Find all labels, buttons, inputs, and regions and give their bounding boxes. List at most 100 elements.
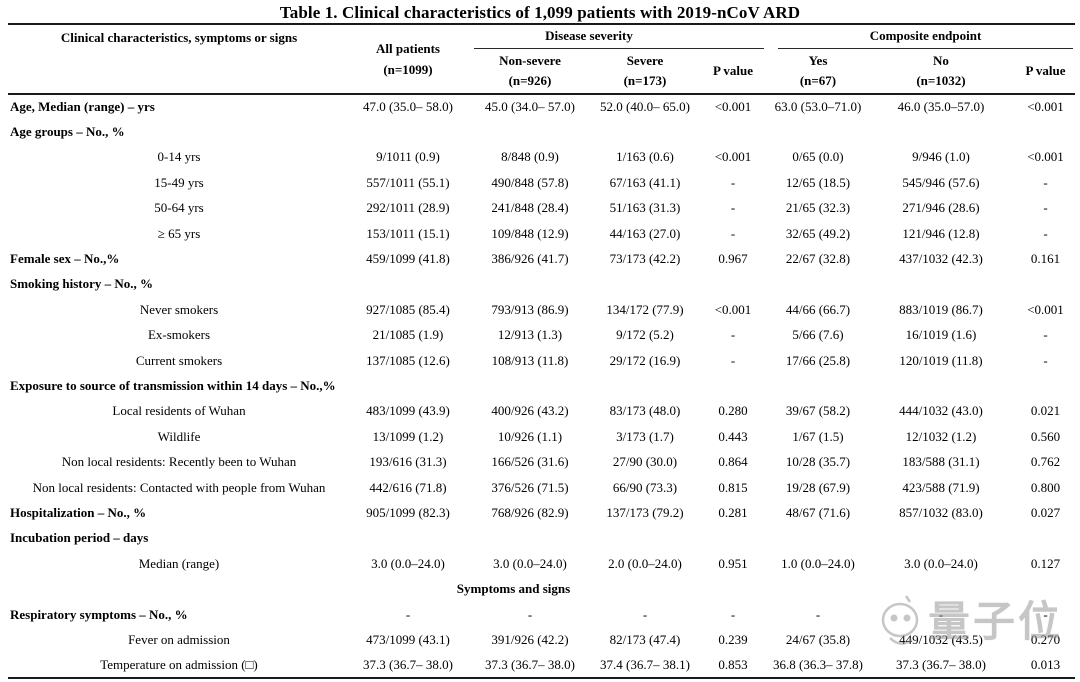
cell-value <box>1016 272 1075 297</box>
row-label: 50-64 yrs <box>154 200 204 216</box>
cell-value: - <box>1043 352 1048 368</box>
cell-value: 545/946 (57.6) <box>902 174 980 190</box>
cell-value <box>594 526 696 551</box>
cell-value: 376/526 (71.5) <box>491 479 569 495</box>
column-header-characteristics: Clinical characteristics, symptoms or si… <box>8 24 350 95</box>
cell-value: <0.001 <box>1027 99 1064 115</box>
column-header-non-severe: Non-severe (n=926) <box>466 49 594 95</box>
column-header-yes-line2: (n=67) <box>799 73 837 88</box>
cell-value: 0.443 <box>718 428 748 444</box>
row-label: Wildlife <box>157 428 201 444</box>
table-row: Respiratory symptoms – No., % - - - - - - - <box>8 602 1075 627</box>
cell-value: 449/1032 (43.5) <box>899 631 983 647</box>
column-header-non-severe-line1: Non-severe <box>499 53 561 68</box>
cell-value: 37.3 (36.7– 38.0) <box>363 656 453 672</box>
cell-value: - <box>730 606 736 622</box>
cell-value <box>1016 119 1075 144</box>
cell-value: 45.0 (34.0– 57.0) <box>485 99 575 115</box>
cell-value: <0.001 <box>714 301 752 317</box>
cell-value: 490/848 (57.8) <box>491 174 569 190</box>
cell-value <box>594 272 696 297</box>
table-row: Symptoms and signs <box>8 576 1075 601</box>
cell-value: - <box>1043 606 1048 622</box>
row-label: Current smokers <box>135 352 223 368</box>
cell-value: 292/1011 (28.9) <box>366 200 450 216</box>
cell-value: 19/28 (67.9) <box>785 479 851 495</box>
cell-value: 3.0 (0.0–24.0) <box>904 555 978 571</box>
cell-value <box>770 119 866 144</box>
table-row: Median (range) 3.0 (0.0–24.0) 3.0 (0.0–24.… <box>8 551 1075 576</box>
cell-value: - <box>1043 225 1048 241</box>
section-spanner-label: Symptoms and signs <box>456 581 571 597</box>
cell-value <box>466 526 594 551</box>
row-label: Smoking history – No., % <box>10 276 154 292</box>
cell-value <box>350 526 466 551</box>
table-row: Temperature on admission (□) 37.3 (36.7– … <box>8 653 1075 678</box>
cell-value: 3.0 (0.0–24.0) <box>493 555 567 571</box>
cell-value <box>770 272 866 297</box>
column-header-all-patients-line1: All patients <box>376 41 440 56</box>
table-row: ≥ 65 yrs 153/1011 (15.1) 109/848 (12.9) 44/… <box>8 221 1075 246</box>
cell-value <box>466 272 594 297</box>
cell-value: 193/616 (31.3) <box>369 454 447 470</box>
row-label: Local residents of Wuhan <box>112 403 246 419</box>
cell-value: 9/1011 (0.9) <box>376 149 440 165</box>
cell-value: 47.0 (35.0– 58.0) <box>363 99 453 115</box>
cell-value: 44/66 (66.7) <box>785 301 851 317</box>
group-header-composite-endpoint: Composite endpoint <box>770 24 1075 49</box>
cell-value: 768/926 (82.9) <box>491 504 569 520</box>
cell-value: 0.853 <box>718 656 748 672</box>
cell-value: 1.0 (0.0–24.0) <box>781 555 855 571</box>
cell-value <box>466 373 594 398</box>
cell-value <box>350 272 466 297</box>
column-header-non-severe-line2: (n=926) <box>508 73 552 88</box>
column-header-no: No (n=1032) <box>866 49 1016 95</box>
cell-value <box>696 526 770 551</box>
cell-value: 109/848 (12.9) <box>491 225 569 241</box>
row-label: Exposure to source of transmission withi… <box>10 377 336 393</box>
row-label: Temperature on admission (□) <box>100 656 258 672</box>
cell-value: 37.4 (36.7– 38.1) <box>600 656 690 672</box>
cell-value: 166/526 (31.6) <box>491 454 569 470</box>
table-row: Wildlife 13/1099 (1.2) 10/926 (1.1) 3/173 (… <box>8 424 1075 449</box>
row-label: Hospitalization – No., % <box>10 504 147 520</box>
cell-value: 0.013 <box>1030 656 1061 672</box>
cell-value <box>696 373 770 398</box>
table-row: 0-14 yrs 9/1011 (0.9) 8/848 (0.9) 1/163 (0.… <box>8 145 1075 170</box>
cell-value: 905/1099 (82.3) <box>366 504 450 520</box>
cell-value: 793/913 (86.9) <box>491 301 569 317</box>
cell-value <box>866 526 1016 551</box>
row-label: Incubation period – days <box>10 530 149 546</box>
row-label: Age groups – No., % <box>10 124 125 140</box>
cell-value: 63.0 (53.0–71.0) <box>774 99 862 115</box>
group-header-row: Clinical characteristics, symptoms or si… <box>8 24 1075 95</box>
cell-value: 0.967 <box>718 251 748 267</box>
group-header-disease-severity-label: Disease severity <box>545 28 633 43</box>
cell-value: 557/1011 (55.1) <box>366 174 450 190</box>
cell-value: 241/848 (28.4) <box>491 200 569 216</box>
cell-value: 67/163 (41.1) <box>609 174 681 190</box>
table-row: Smoking history – No., % <box>8 272 1075 297</box>
cell-value: - <box>1043 200 1048 216</box>
cell-value: 37.3 (36.7– 38.0) <box>896 656 986 672</box>
cell-value: <0.001 <box>1027 301 1064 317</box>
cell-value: 857/1032 (83.0) <box>899 504 983 520</box>
cell-value: 437/1032 (42.3) <box>899 251 983 267</box>
cell-value: 32/65 (49.2) <box>785 225 851 241</box>
cell-value <box>350 373 466 398</box>
group-header-disease-severity: Disease severity <box>466 24 770 49</box>
cell-value: 0.021 <box>1030 403 1061 419</box>
column-header-severe: Severe (n=173) <box>594 49 696 95</box>
cell-value: - <box>527 606 533 622</box>
table-row: Fever on admission 473/1099 (43.1) 391/926… <box>8 627 1075 652</box>
cell-value <box>866 272 1016 297</box>
cell-value: 0.281 <box>718 504 748 520</box>
table-row: 50-64 yrs 292/1011 (28.9) 241/848 (28.4) 51… <box>8 196 1075 221</box>
cell-value: 9/172 (5.2) <box>616 327 674 343</box>
cell-value <box>594 119 696 144</box>
cell-value: 0.762 <box>1030 454 1061 470</box>
cell-value: 0.951 <box>718 555 748 571</box>
row-label: ≥ 65 yrs <box>157 225 201 241</box>
cell-value: 8/848 (0.9) <box>501 149 559 165</box>
row-label: 0-14 yrs <box>157 149 201 165</box>
